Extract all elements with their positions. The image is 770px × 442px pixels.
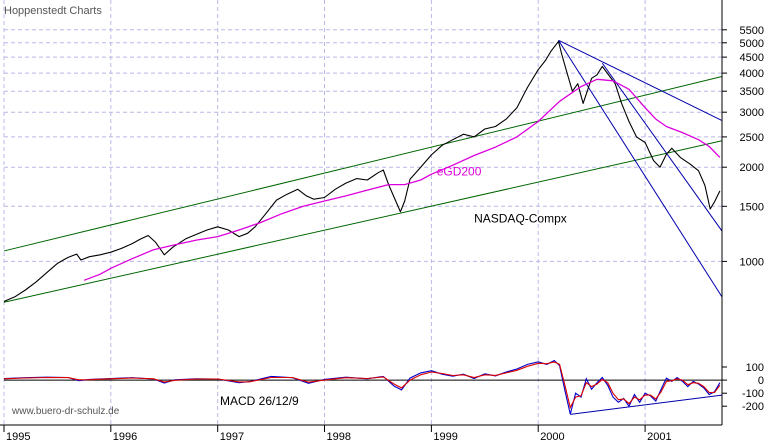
trend-line (3, 76, 723, 252)
annotation-nasdaq: NASDAQ-Compx (474, 212, 567, 226)
x-tick-label: 1999 (433, 431, 457, 442)
x-tick-label: 1996 (113, 431, 137, 442)
price-series (3, 40, 721, 302)
brand-label: Hoppenstedt Charts (4, 5, 102, 17)
y-tick-label: 3000 (740, 107, 764, 119)
y-tick-label: 4000 (740, 68, 764, 80)
nasdaq-line (3, 40, 721, 302)
footer-url: www.buero-dr-schulz.de (11, 406, 120, 417)
macd-trend-line (570, 394, 723, 415)
signal-line (3, 361, 721, 410)
x-tick-label: 2000 (540, 431, 564, 442)
y-tick-label: 2500 (740, 132, 764, 144)
trend-line (601, 62, 723, 232)
macd-tick-label: -100 (742, 388, 764, 400)
y-tick-label: 2000 (740, 162, 764, 174)
x-tick-label: 1997 (220, 431, 244, 442)
y-tick-label: 5000 (740, 38, 764, 50)
tick-labels: 1995 1996 1997 1998 1999 2000 2001 1000 1500 2000… (6, 25, 764, 442)
trend-lines (3, 39, 723, 303)
y-tick-label: 5500 (740, 25, 764, 37)
annotation-egd200: eGD200 (437, 165, 482, 179)
x-tick-label: 2001 (647, 431, 671, 442)
macd-series (3, 359, 723, 415)
trend-line (558, 39, 723, 122)
y-tick-label: 3500 (740, 86, 764, 98)
y-tick-label: 1500 (740, 201, 764, 213)
grid (3, 0, 722, 425)
y-tick-label: 1000 (740, 256, 764, 268)
macd-title: MACD 26/12/9 (220, 394, 299, 408)
macd-tick-label: -200 (742, 401, 764, 413)
y-tick-label: 4500 (740, 52, 764, 64)
macd-tick-label: 100 (746, 362, 764, 374)
x-tick-label: 1995 (6, 431, 30, 442)
trend-line (3, 140, 723, 303)
macd-tick-label: 0 (758, 375, 764, 387)
trend-line (558, 40, 723, 298)
axes (0, 0, 727, 432)
egd200-line (83, 78, 721, 281)
x-tick-label: 1998 (327, 431, 351, 442)
